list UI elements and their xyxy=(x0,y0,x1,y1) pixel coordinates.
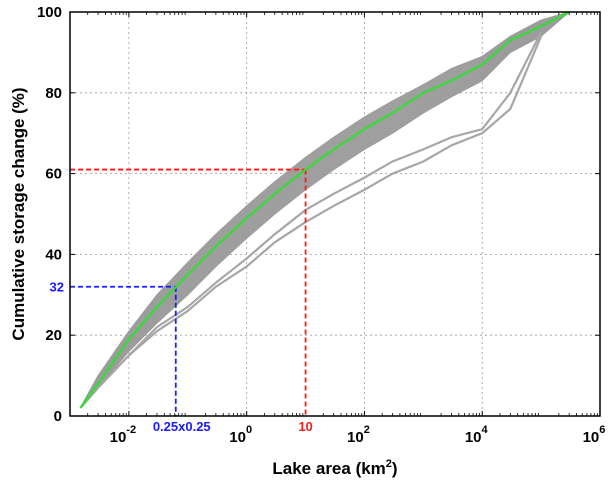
annotations: 10 32 0.25x0.25 xyxy=(50,280,313,434)
ensemble-line xyxy=(79,11,570,409)
ensemble-line xyxy=(79,11,570,409)
y-tick-label: 0 xyxy=(54,408,62,425)
ensemble-line xyxy=(79,11,570,409)
x-axis-label: Lake area (km2) xyxy=(272,458,397,478)
y-tick-label: 100 xyxy=(37,4,62,21)
y-tick-label: 20 xyxy=(45,327,62,344)
ensemble-line xyxy=(79,11,570,409)
ensemble-line xyxy=(79,11,570,409)
series-lines xyxy=(79,11,570,409)
y-tick-label: 60 xyxy=(45,166,62,183)
x-tick-label: 104 xyxy=(465,424,489,446)
annotation-label-x: 0.25x0.25 xyxy=(153,419,211,434)
plot-frame xyxy=(69,11,601,417)
y-axis-ticks: 0 20 40 60 80 100 xyxy=(37,4,600,425)
ensemble-line xyxy=(79,11,570,409)
ensemble-line xyxy=(79,11,570,409)
y-tick-label: 80 xyxy=(45,85,62,102)
ensemble-line xyxy=(79,11,570,409)
x-tick-label: 100 xyxy=(229,424,252,446)
x-axis-ticks: 10-2 100 102 104 106 xyxy=(87,12,606,446)
annotation-label-y: 32 xyxy=(50,280,64,295)
annotation-label-x: 10 xyxy=(298,419,312,434)
mean-line xyxy=(79,11,570,409)
ensemble-line xyxy=(79,11,570,409)
ensemble-line xyxy=(79,11,570,409)
reference-lines xyxy=(70,168,307,416)
x-tick-label: 10-2 xyxy=(110,424,136,446)
y-tick-label: 40 xyxy=(45,246,62,263)
ensemble-line xyxy=(79,11,570,409)
ensemble-line xyxy=(79,11,570,409)
y-axis-label: Cumulative storage change (%) xyxy=(9,87,28,340)
ensemble-line xyxy=(79,11,570,409)
ensemble-line xyxy=(79,11,570,409)
plot-background xyxy=(70,12,600,416)
x-tick-label: 102 xyxy=(347,424,370,446)
ensemble-line xyxy=(79,11,570,409)
ensemble-band xyxy=(79,11,570,409)
x-tick-label: 106 xyxy=(583,424,606,446)
